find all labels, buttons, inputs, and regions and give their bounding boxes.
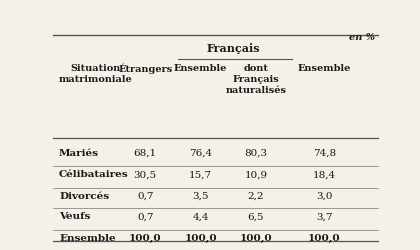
Text: 68,1: 68,1 <box>134 148 157 157</box>
Text: 18,4: 18,4 <box>313 170 336 178</box>
Text: dont
Français
naturalisés: dont Français naturalisés <box>226 64 286 95</box>
Text: Français: Français <box>206 42 260 54</box>
Text: Célibataires: Célibataires <box>59 170 129 178</box>
Text: 10,9: 10,9 <box>244 170 268 178</box>
Text: Veufs: Veufs <box>59 211 90 220</box>
Text: 30,5: 30,5 <box>134 170 157 178</box>
Text: Situation
matrimoniale: Situation matrimoniale <box>59 64 133 84</box>
Text: 4,4: 4,4 <box>192 211 209 220</box>
Text: 80,3: 80,3 <box>244 148 268 157</box>
Text: 0,7: 0,7 <box>137 211 154 220</box>
Text: 100,0: 100,0 <box>240 233 272 242</box>
Text: Ensemble: Ensemble <box>298 64 351 73</box>
Text: 2,2: 2,2 <box>248 191 264 200</box>
Text: 100,0: 100,0 <box>308 233 341 242</box>
Text: 74,8: 74,8 <box>313 148 336 157</box>
Text: Divorcés: Divorcés <box>59 191 109 200</box>
Text: Ensemble: Ensemble <box>59 233 116 242</box>
Text: Étrangers: Étrangers <box>118 64 172 74</box>
Text: Ensemble: Ensemble <box>174 64 227 73</box>
Text: 100,0: 100,0 <box>184 233 217 242</box>
Text: 3,7: 3,7 <box>316 211 333 220</box>
Text: 0,7: 0,7 <box>137 191 154 200</box>
Text: 100,0: 100,0 <box>129 233 162 242</box>
Text: 6,5: 6,5 <box>248 211 264 220</box>
Text: 15,7: 15,7 <box>189 170 212 178</box>
Text: en %: en % <box>349 33 375 42</box>
Text: 3,5: 3,5 <box>192 191 209 200</box>
Text: Mariés: Mariés <box>59 148 99 157</box>
Text: 76,4: 76,4 <box>189 148 212 157</box>
Text: 3,0: 3,0 <box>316 191 333 200</box>
